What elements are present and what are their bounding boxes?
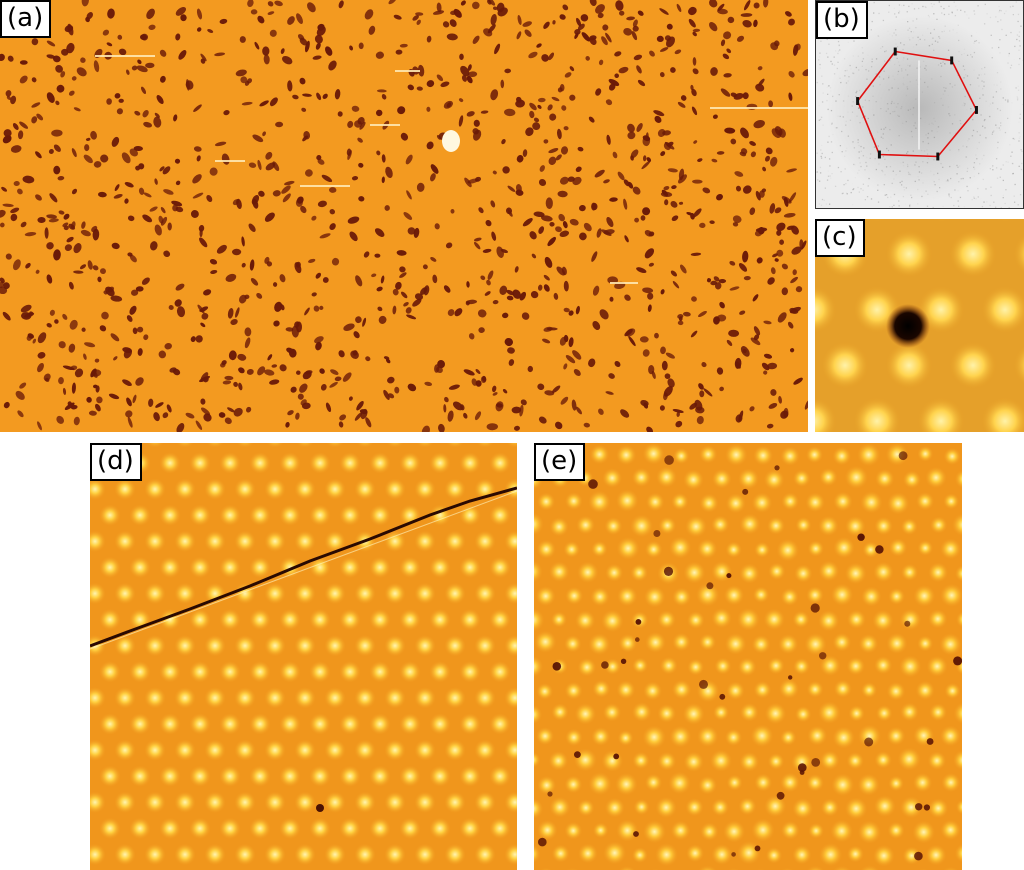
stm-overview-canvas xyxy=(0,0,808,432)
panel-label-d: (d) xyxy=(90,443,142,481)
stm-defect-lattice-canvas xyxy=(534,443,962,870)
panel-label-c: (c) xyxy=(815,219,865,257)
stm-overview-image: (a) xyxy=(0,0,808,432)
panel-label-a: (a) xyxy=(0,0,52,38)
bright-particle xyxy=(442,130,460,152)
stm-step-edge-image: (d) xyxy=(90,443,517,870)
scan-streaks xyxy=(95,55,808,284)
fft-image: (b) xyxy=(815,0,1024,209)
step-edge xyxy=(90,486,517,648)
stm-zoom-image: (c) xyxy=(815,219,1024,432)
stm-step-edge-canvas xyxy=(90,443,517,870)
stm-defect-lattice-image: (e) xyxy=(534,443,962,870)
island-layer xyxy=(0,0,808,432)
defect-spot xyxy=(886,304,930,348)
panel-label-e: (e) xyxy=(534,443,586,481)
panel-label-b: (b) xyxy=(816,1,868,39)
